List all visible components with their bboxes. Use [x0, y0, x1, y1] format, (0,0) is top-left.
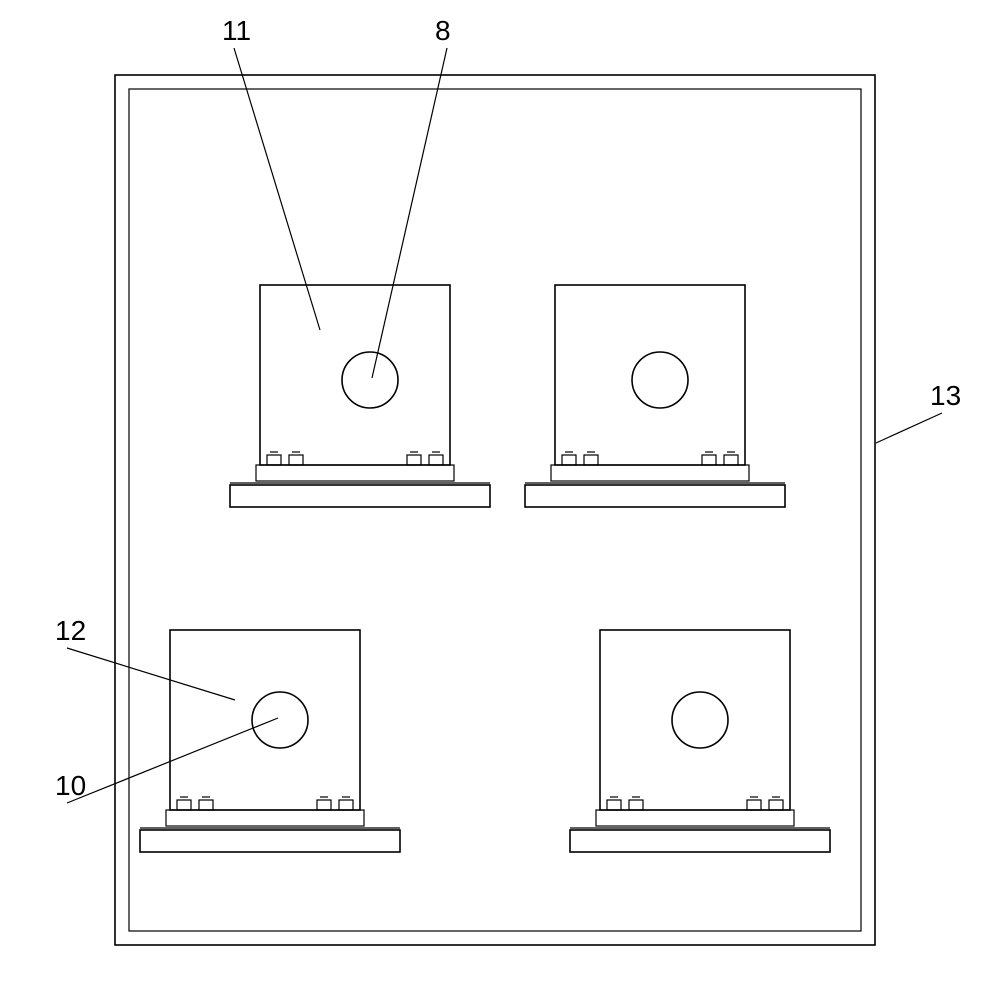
label-13: 13	[930, 380, 961, 411]
label-8: 8	[435, 15, 451, 46]
label-12: 12	[55, 615, 86, 646]
base-plate	[570, 830, 830, 852]
base-plate	[230, 485, 490, 507]
leader-8	[372, 48, 447, 378]
base-plate	[140, 830, 400, 852]
leader-13	[876, 413, 942, 443]
leader-12	[67, 648, 235, 700]
unit-top-right	[525, 285, 785, 507]
hole	[252, 692, 308, 748]
unit-bottom-right	[570, 630, 830, 852]
hole	[632, 352, 688, 408]
hole	[342, 352, 398, 408]
label-10: 10	[55, 770, 86, 801]
leader-11	[234, 48, 320, 330]
hole	[672, 692, 728, 748]
leader-10	[67, 718, 278, 803]
frame-outer	[115, 75, 875, 945]
unit-bottom-left	[140, 630, 400, 852]
frame-inner	[129, 89, 861, 931]
base-plate	[525, 485, 785, 507]
unit-top-left	[230, 285, 490, 507]
label-11: 11	[222, 15, 251, 46]
